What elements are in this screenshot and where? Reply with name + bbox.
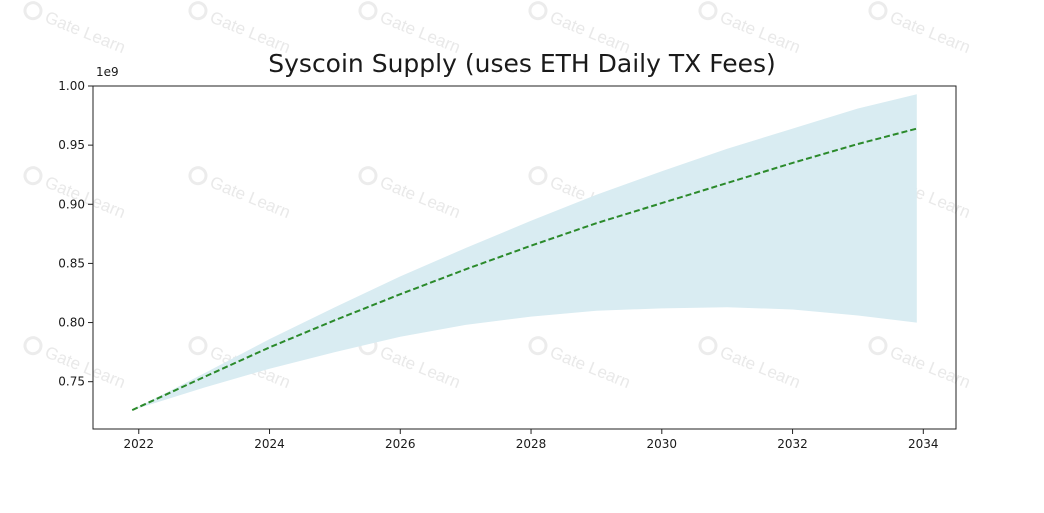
watermark-text: Gate Learn (887, 8, 973, 57)
watermark-text: Gate Learn (207, 173, 293, 222)
watermark-tile: Gate Learn (698, 336, 803, 392)
y-tick-label: 0.80 (58, 316, 85, 330)
watermark-tile: Gate Learn (868, 336, 973, 392)
watermark-text: Gate Learn (377, 173, 463, 222)
x-tick-label: 2024 (254, 437, 285, 451)
watermark-tile: Gate Learn (188, 166, 293, 222)
gate-logo-icon (188, 1, 208, 21)
gate-logo-icon (358, 166, 378, 186)
plot-frame (92, 85, 957, 430)
gate-logo-icon (528, 166, 548, 186)
x-tick-label: 2034 (908, 437, 939, 451)
x-tick-label: 2022 (123, 437, 154, 451)
watermark-text: Gate Learn (42, 173, 128, 222)
y-tick-label: 0.75 (58, 375, 85, 389)
watermark-text: Gate Learn (717, 343, 803, 392)
x-tick-label: 2028 (516, 437, 547, 451)
mean-supply-line (131, 127, 918, 412)
gate-logo-icon (358, 1, 378, 21)
gate-logo-icon (23, 1, 43, 21)
gate-logo-icon (698, 336, 718, 356)
watermark-text: Gate Learn (42, 343, 128, 392)
y-tick-label: 0.95 (58, 138, 85, 152)
axes-layer: 2022 2024 2026 2028 2030 2032 2034 0.75 0.80 0.85… (58, 79, 957, 451)
watermark-text: Gate Learn (547, 343, 633, 392)
watermark-text: Gate Learn (42, 8, 128, 57)
gate-logo-icon (868, 336, 888, 356)
y-tick-label: 1.00 (58, 79, 85, 93)
gate-logo-icon (528, 336, 548, 356)
y-tick-label: 0.90 (58, 197, 85, 211)
x-tick-label: 2026 (385, 437, 416, 451)
gate-logo-icon (868, 1, 888, 21)
y-axis-offset-label: 1e9 (96, 65, 119, 79)
confidence-band-layer (132, 94, 917, 411)
gate-logo-icon (23, 336, 43, 356)
watermark-tile: Gate Learn (358, 166, 463, 222)
x-tick-label: 2032 (777, 437, 808, 451)
watermark-text: Gate Learn (887, 343, 973, 392)
x-tick-label: 2030 (647, 437, 678, 451)
gate-logo-icon (698, 1, 718, 21)
watermark-tile: Gate Learn (528, 336, 633, 392)
confidence-band (132, 94, 917, 411)
watermark-tile: Gate Learn (23, 166, 128, 222)
gate-logo-icon (23, 166, 43, 186)
watermark-tile: Gate Learn (868, 1, 973, 57)
gate-logo-icon (188, 336, 208, 356)
watermark-text: Gate Learn (377, 343, 463, 392)
chart-title: Syscoin Supply (uses ETH Daily TX Fees) (268, 49, 776, 78)
watermark-tile: Gate Learn (23, 1, 128, 57)
gate-logo-icon (188, 166, 208, 186)
mean-line-layer (131, 127, 918, 412)
y-tick-label: 0.85 (58, 256, 85, 270)
gate-logo-icon (528, 1, 548, 21)
